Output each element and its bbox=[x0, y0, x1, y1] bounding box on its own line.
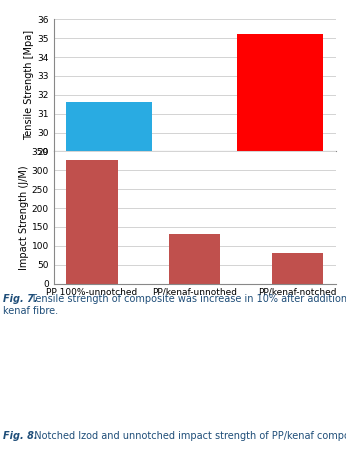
Text: Tensile strength of composite was increase in 10% after addition of long: Tensile strength of composite was increa… bbox=[28, 294, 346, 304]
Bar bbox=[169, 234, 220, 284]
Y-axis label: Tensile Strength [Mpa]: Tensile Strength [Mpa] bbox=[25, 30, 35, 141]
Bar bbox=[66, 102, 152, 461]
Bar bbox=[66, 160, 118, 284]
Bar bbox=[272, 253, 323, 284]
Y-axis label: Impact Strength (J/M): Impact Strength (J/M) bbox=[19, 165, 29, 270]
Text: Fig. 8.: Fig. 8. bbox=[3, 431, 38, 441]
Text: Notched Izod and unnotched impact strength of PP/kenaf composite.: Notched Izod and unnotched impact streng… bbox=[28, 431, 346, 441]
Text: Fig. 7.: Fig. 7. bbox=[3, 294, 38, 304]
Text: kenaf fibre.: kenaf fibre. bbox=[3, 307, 58, 316]
Bar bbox=[237, 35, 323, 461]
